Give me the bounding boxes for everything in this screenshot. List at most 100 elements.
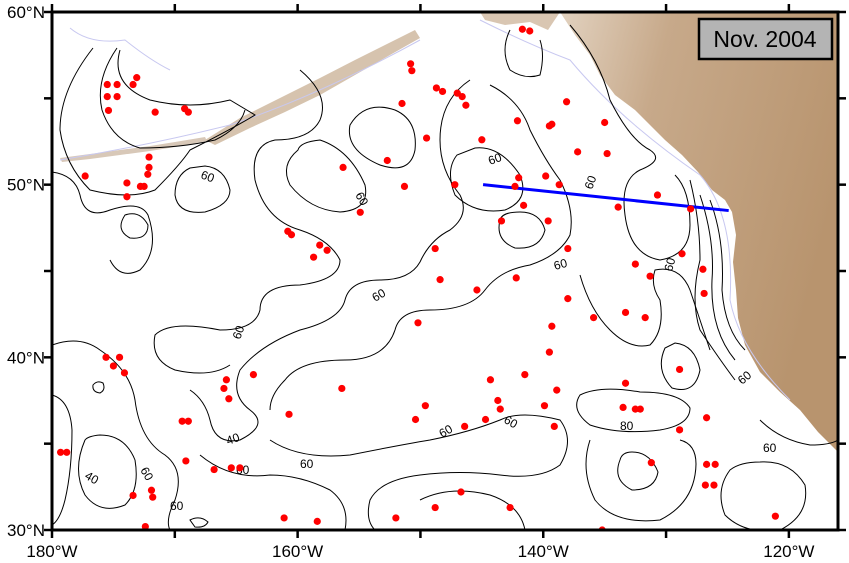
contour-label: 60 bbox=[199, 168, 217, 186]
date-label-box: Nov. 2004 bbox=[697, 17, 834, 61]
station-marker bbox=[178, 417, 186, 425]
lat-tick-label: 60°N bbox=[7, 3, 45, 22]
station-marker bbox=[647, 459, 655, 467]
station-marker bbox=[414, 319, 422, 327]
station-marker bbox=[548, 322, 556, 330]
station-marker bbox=[431, 244, 439, 253]
contour-label: 60 bbox=[502, 412, 521, 431]
station-marker bbox=[699, 265, 707, 273]
station-marker bbox=[451, 181, 459, 189]
station-marker bbox=[518, 25, 526, 33]
station-marker bbox=[422, 134, 431, 142]
station-marker bbox=[462, 101, 470, 109]
date-label: Nov. 2004 bbox=[713, 26, 816, 52]
station-marker bbox=[614, 203, 622, 211]
axis-tick-labels: 180°W 160°W 140°W 120°W 60°N 50°N 40°N 30°N bbox=[7, 3, 814, 561]
station-marker bbox=[545, 348, 553, 356]
station-marker bbox=[145, 163, 153, 171]
station-marker bbox=[526, 27, 534, 35]
station-marker bbox=[494, 396, 502, 405]
lat-tick-label: 50°N bbox=[7, 176, 45, 195]
station-marker bbox=[144, 170, 152, 178]
station-marker bbox=[103, 93, 111, 101]
contour-label: 60 bbox=[437, 422, 456, 441]
station-marker bbox=[120, 369, 129, 377]
station-marker bbox=[497, 217, 506, 225]
contour-label: 60 bbox=[230, 323, 248, 341]
station-marker bbox=[285, 410, 293, 418]
station-marker bbox=[574, 148, 582, 156]
lat-tick-label: 30°N bbox=[7, 521, 45, 540]
station-marker bbox=[383, 156, 391, 165]
station-marker bbox=[356, 208, 364, 216]
station-marker bbox=[123, 179, 131, 187]
station-marker bbox=[675, 365, 684, 374]
station-marker bbox=[457, 488, 465, 496]
transect-line bbox=[482, 183, 729, 213]
station-marker bbox=[540, 402, 549, 410]
station-marker bbox=[636, 405, 644, 413]
contour-label: 60 bbox=[763, 441, 777, 455]
station-marker bbox=[544, 217, 552, 225]
station-marker bbox=[280, 514, 288, 522]
station-marker bbox=[184, 417, 192, 425]
station-marker bbox=[486, 376, 495, 384]
station-marker bbox=[432, 84, 441, 92]
station-marker bbox=[431, 503, 439, 512]
station-marker bbox=[400, 182, 409, 190]
station-marker bbox=[133, 74, 141, 82]
contour-lines bbox=[52, 24, 838, 530]
station-marker bbox=[81, 172, 89, 180]
station-marker bbox=[109, 362, 118, 370]
station-markers bbox=[56, 25, 779, 530]
contour-label: 60 bbox=[552, 256, 569, 273]
station-marker bbox=[458, 93, 466, 101]
station-marker bbox=[515, 174, 523, 182]
station-marker bbox=[63, 448, 71, 456]
station-marker bbox=[701, 481, 709, 489]
station-marker bbox=[553, 386, 561, 394]
station-marker bbox=[147, 486, 156, 494]
station-marker bbox=[564, 244, 572, 253]
contour-label: 60 bbox=[582, 173, 600, 191]
contour-label: 60 bbox=[137, 465, 156, 484]
north-america-land bbox=[560, 12, 838, 452]
lon-tick-label: 160°W bbox=[272, 542, 323, 561]
contour-label: 60 bbox=[661, 256, 678, 273]
shelf-contour bbox=[59, 19, 791, 401]
station-marker bbox=[496, 405, 504, 413]
station-marker bbox=[408, 67, 416, 75]
station-marker bbox=[141, 522, 149, 530]
station-marker bbox=[678, 250, 686, 258]
station-marker bbox=[542, 172, 550, 180]
station-marker bbox=[520, 201, 528, 209]
station-marker bbox=[103, 80, 111, 89]
station-marker bbox=[140, 182, 148, 190]
station-marker bbox=[590, 314, 598, 322]
station-marker bbox=[646, 272, 654, 280]
station-marker bbox=[653, 191, 662, 199]
station-marker bbox=[710, 481, 718, 489]
contour-label: 40 bbox=[224, 430, 242, 448]
station-marker bbox=[621, 379, 630, 387]
station-marker bbox=[545, 122, 553, 130]
station-marker bbox=[113, 93, 121, 101]
station-marker bbox=[392, 514, 400, 522]
station-marker bbox=[711, 460, 719, 468]
lon-tick-label: 120°W bbox=[763, 542, 814, 561]
contour-label: 80 bbox=[620, 419, 634, 433]
station-marker bbox=[249, 371, 258, 379]
station-marker bbox=[461, 422, 469, 430]
station-marker bbox=[309, 253, 318, 261]
station-marker bbox=[115, 353, 124, 361]
station-marker bbox=[675, 426, 684, 434]
station-marker bbox=[771, 512, 779, 520]
station-marker bbox=[338, 384, 346, 393]
station-marker bbox=[149, 493, 157, 501]
station-marker bbox=[113, 80, 121, 89]
contour-label: 60 bbox=[170, 499, 184, 513]
station-marker bbox=[323, 246, 331, 254]
station-marker bbox=[129, 80, 137, 89]
station-marker bbox=[104, 106, 113, 115]
